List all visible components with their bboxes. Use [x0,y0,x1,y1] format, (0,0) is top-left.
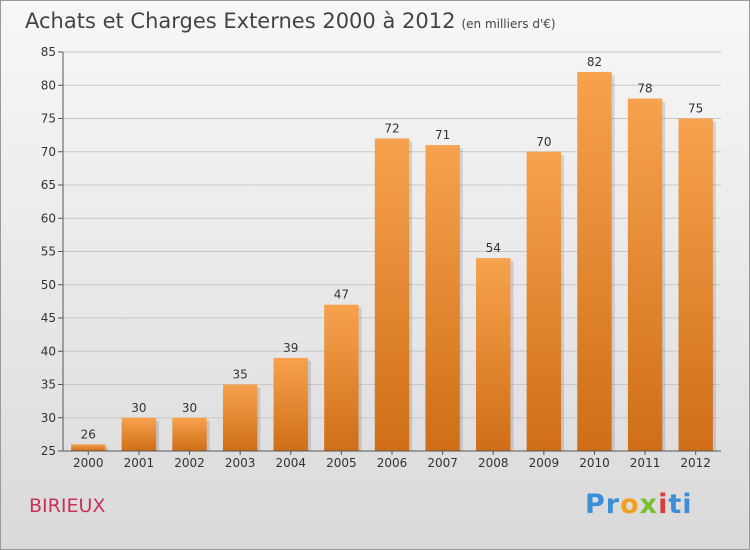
data-label: 30 [182,401,197,415]
data-label: 71 [435,128,450,142]
x-tick-label: 2003 [225,456,256,470]
y-tick-label: 50 [41,278,56,292]
bar-2002 [172,417,207,451]
y-tick-label: 65 [41,178,56,192]
y-tick-label: 60 [41,211,56,225]
x-tick-label: 2010 [579,456,610,470]
x-tick-label: 2002 [174,456,205,470]
data-label: 35 [233,368,248,382]
place-name: BIRIEUX [29,495,106,517]
x-tick-label: 2009 [529,456,560,470]
bar-2007 [425,145,460,451]
y-tick-label: 40 [41,344,56,358]
x-tick-label: 2012 [680,456,711,470]
y-tick-label: 55 [41,245,56,259]
chart-title: Achats et Charges Externes 2000 à 2012 (e… [25,9,556,33]
bar-2003 [222,384,258,451]
axes-group: 25 30 35 40 45 50 55 60 65 70 75 80 85 2000 2001 2002 20… [41,45,721,470]
x-tick-label: 2008 [478,456,509,470]
data-label: 26 [81,427,96,441]
data-label: 78 [637,82,652,96]
bar-2012 [678,118,713,451]
x-tick-label: 2004 [275,456,306,470]
bar-2004 [273,357,308,451]
data-label: 39 [283,341,298,355]
x-tick-label: 2001 [124,456,155,470]
x-tick-label: 2007 [427,456,458,470]
chart-title-text: Achats et Charges Externes 2000 à 2012 [25,9,456,33]
y-tick-label: 85 [41,45,56,59]
bar-2005 [324,304,359,451]
x-tick-label: 2000 [73,456,104,470]
data-label: 70 [536,135,551,149]
data-label: 75 [688,102,703,116]
bar-2006 [374,138,410,451]
bar-2001 [121,417,157,451]
bars-group: 26 30 30 35 39 47 72 71 54 70 82 78 75 [71,55,716,452]
bar-2000 [71,444,106,451]
bar-2009 [526,151,562,451]
chart-unit-text: (en milliers d'€) [461,17,556,31]
proxiti-logo: Proxiti [585,489,693,520]
y-tick-label: 25 [41,444,56,458]
y-tick-label: 30 [41,411,56,425]
x-tick-label: 2006 [377,456,408,470]
y-tick-label: 75 [41,112,56,126]
y-tick-label: 70 [41,145,56,159]
y-tick-label: 35 [41,378,56,392]
bar-2011 [627,98,663,452]
bar-2010 [577,71,612,451]
x-tick-label: 2011 [630,456,661,470]
y-tick-label: 80 [41,78,56,92]
bar-2008 [476,258,511,451]
x-tick-label: 2005 [326,456,357,470]
y-tick-label: 45 [41,311,56,325]
data-label: 72 [384,121,399,135]
data-label: 54 [486,241,501,255]
data-label: 82 [587,55,602,69]
data-label: 47 [334,288,349,302]
data-label: 30 [131,401,146,415]
